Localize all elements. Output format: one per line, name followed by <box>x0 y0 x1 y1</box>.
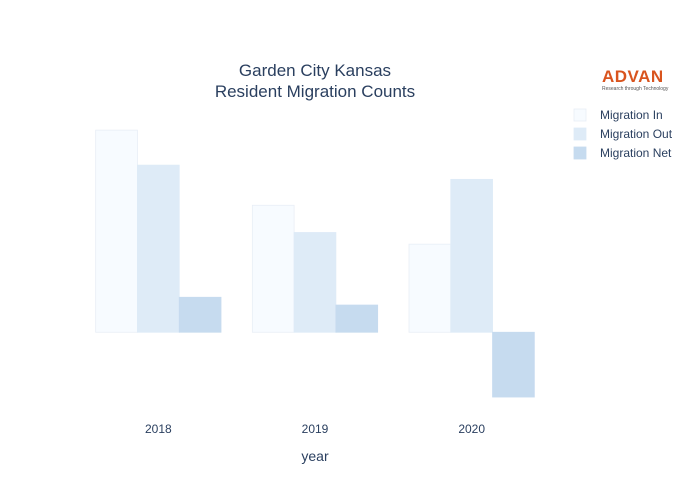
bar-migration-net-2019[interactable] <box>335 304 379 333</box>
legend-item-migration-out[interactable]: Migration Out <box>573 127 673 141</box>
bar-migration-net-2018[interactable] <box>178 296 222 333</box>
bar-migration-out-2019[interactable] <box>293 232 337 333</box>
logo-name: ADVAN <box>602 67 664 86</box>
legend-swatch <box>573 127 587 141</box>
x-tick-2019: 2019 <box>302 422 329 436</box>
x-tick-2018: 2018 <box>145 422 172 436</box>
legend-label: Migration In <box>600 108 663 122</box>
legend-swatch <box>573 146 587 160</box>
logo-tagline: Research through Technology <box>602 86 669 92</box>
x-axis-title: year <box>301 448 329 464</box>
bar-migration-in-2019[interactable] <box>251 204 295 333</box>
bar-migration-net-2020[interactable] <box>492 331 535 398</box>
x-tick-2020: 2020 <box>458 422 485 436</box>
bars-group <box>95 129 535 398</box>
bar-migration-out-2020[interactable] <box>450 178 493 333</box>
legend-label: Migration Out <box>600 127 673 141</box>
legend-label: Migration Net <box>600 146 672 160</box>
legend-swatch <box>573 108 587 122</box>
x-tick-labels: 2018 2019 2020 <box>145 422 485 436</box>
bar-migration-out-2018[interactable] <box>137 164 180 333</box>
chart-title-line2: Resident Migration Counts <box>215 82 415 101</box>
advan-logo: ADVAN Research through Technology <box>602 67 669 92</box>
legend-item-migration-net[interactable]: Migration Net <box>573 146 672 160</box>
chart-title-line1: Garden City Kansas <box>239 61 391 80</box>
bar-migration-in-2020[interactable] <box>408 243 452 333</box>
legend-item-migration-in[interactable]: Migration In <box>573 108 663 122</box>
legend[interactable]: Migration In Migration Out Migration Net <box>573 108 673 160</box>
bar-migration-in-2018[interactable] <box>95 129 138 333</box>
